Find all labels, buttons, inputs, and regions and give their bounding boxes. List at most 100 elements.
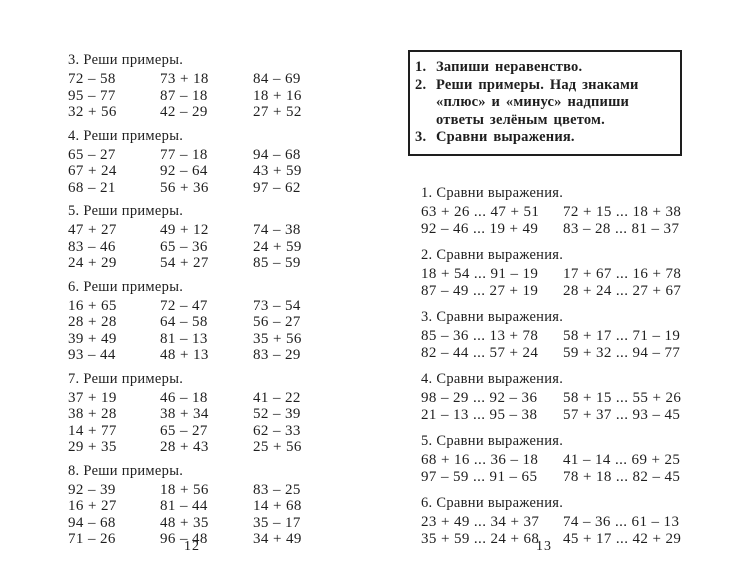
expression: 87 – 49 ... 27 + 19 xyxy=(421,282,539,299)
expression: 52 – 39 xyxy=(253,406,301,422)
exercise-section: 6. Сравни выражения. 23 + 49 ... 34 + 37 7… xyxy=(421,495,706,547)
exercise-title: 3. Сравни выражения. xyxy=(421,309,564,325)
exercise-title: 8. Реши примеры. xyxy=(68,462,184,479)
exercise-row: 16 + 27 81 – 44 14 + 68 xyxy=(68,498,340,515)
expression: 74 – 36 ... 61 – 13 xyxy=(563,514,680,530)
expression: 17 + 67 ... 16 + 78 xyxy=(563,266,682,282)
expression: 14 + 68 xyxy=(253,498,302,514)
exercise-row: 87 – 49 ... 27 + 19 28 + 24 ... 27 + 67 xyxy=(421,283,706,300)
expression: 63 + 26 ... 47 + 51 xyxy=(421,204,540,220)
expression: 42 – 29 xyxy=(160,104,208,120)
expression: 14 + 77 xyxy=(68,422,117,439)
exercise-row: 16 + 65 72 – 47 73 – 54 xyxy=(68,298,340,315)
expression: 81 – 44 xyxy=(160,498,208,514)
expression: 72 – 58 xyxy=(68,71,116,87)
expression: 54 + 27 xyxy=(160,255,209,271)
expression: 93 – 44 xyxy=(68,347,116,363)
right-page-content: 1. Сравни выражения. 63 + 26 ... 47 + 51 7… xyxy=(421,185,706,547)
expression: 29 + 35 xyxy=(68,439,117,455)
exercise-title: 4. Реши примеры. xyxy=(68,127,184,144)
expression: 46 – 18 xyxy=(160,389,208,406)
exercise-section: 6. Реши примеры. 16 + 65 72 – 47 73 – 54 28 … xyxy=(68,279,340,364)
instruction-text: Сравни выражения. xyxy=(436,129,575,145)
expression: 97 – 59 ... 91 – 65 xyxy=(421,468,538,485)
expression: 65 – 36 xyxy=(160,238,208,255)
exercise-section: 3. Сравни выражения. 85 – 36 ... 13 + 78 5… xyxy=(421,309,706,361)
expression: 92 – 46 ... 19 + 49 xyxy=(421,220,539,237)
exercise-row: 95 – 77 87 – 18 18 + 16 xyxy=(68,88,340,105)
expression: 49 + 12 xyxy=(160,222,209,238)
expression: 35 + 56 xyxy=(253,330,302,347)
expression: 56 + 36 xyxy=(160,179,209,196)
exercise-section: 8. Реши примеры. 92 – 39 18 + 56 83 – 25 16 … xyxy=(68,463,340,548)
expression: 94 – 68 xyxy=(253,146,301,163)
expression: 16 + 27 xyxy=(68,498,117,514)
page-number-left: 12 xyxy=(184,539,200,554)
exercise-row: 97 – 59 ... 91 – 65 78 + 18 ... 82 – 45 xyxy=(421,469,706,486)
expression: 58 + 17 ... 71 – 19 xyxy=(563,328,681,344)
instruction-item: 2. Реши примеры. Над знаками «плюс» и «ми… xyxy=(415,77,674,130)
expression: 84 – 69 xyxy=(253,71,301,87)
expression: 94 – 68 xyxy=(68,514,116,531)
expression: 62 – 33 xyxy=(253,422,301,439)
exercise-row: 35 + 59 ... 24 + 68 45 + 17 ... 42 + 29 xyxy=(421,531,706,548)
expression: 39 + 49 xyxy=(68,330,117,347)
exercise-row: 37 + 19 46 – 18 41 – 22 xyxy=(68,390,340,407)
expression: 47 + 27 xyxy=(68,222,117,238)
expression: 21 – 13 ... 95 – 38 xyxy=(421,406,538,423)
exercise-row: 68 + 16 ... 36 – 18 41 – 14 ... 69 + 25 xyxy=(421,452,706,469)
exercise-section: 7. Реши примеры. 37 + 19 46 – 18 41 – 22 38 … xyxy=(68,371,340,456)
expression: 67 + 24 xyxy=(68,163,117,179)
instruction-text: Запиши неравенство. xyxy=(436,59,583,75)
exercise-row: 29 + 35 28 + 43 25 + 56 xyxy=(68,439,340,456)
expression: 41 – 14 ... 69 + 25 xyxy=(563,452,681,468)
exercise-section: 5. Сравни выражения. 68 + 16 ... 36 – 18 4… xyxy=(421,433,706,485)
expression: 59 + 32 ... 94 – 77 xyxy=(563,344,681,361)
expression: 97 – 62 xyxy=(253,179,301,196)
exercise-row: 72 – 58 73 + 18 84 – 69 xyxy=(68,71,340,88)
instruction-item: 1. Запиши неравенство. xyxy=(415,59,674,77)
expression: 65 – 27 xyxy=(68,146,116,163)
exercise-row: 92 – 39 18 + 56 83 – 25 xyxy=(68,482,340,499)
exercise-row: 65 – 27 77 – 18 94 – 68 xyxy=(68,147,340,164)
expression: 92 – 64 xyxy=(160,163,208,179)
exercise-row: 39 + 49 81 – 13 35 + 56 xyxy=(68,331,340,348)
exercise-title: 1. Сравни выражения. xyxy=(421,185,564,201)
expression: 41 – 22 xyxy=(253,389,301,406)
expression: 16 + 65 xyxy=(68,297,117,314)
expression: 24 + 29 xyxy=(68,255,117,271)
exercise-section: 3. Реши примеры. 72 – 58 73 + 18 84 – 69 95 … xyxy=(68,52,340,121)
expression: 34 + 49 xyxy=(253,531,302,547)
expression: 96 – 48 xyxy=(160,531,208,547)
exercise-section: 2. Сравни выражения. 18 + 54 ... 91 – 19 1… xyxy=(421,247,706,299)
expression: 95 – 77 xyxy=(68,87,116,104)
exercise-row: 21 – 13 ... 95 – 38 57 + 37 ... 93 – 45 xyxy=(421,407,706,424)
exercise-title: 6. Реши примеры. xyxy=(68,278,184,295)
exercise-title: 4. Сравни выражения. xyxy=(421,371,564,387)
left-page-content: 3. Реши примеры. 72 – 58 73 + 18 84 – 69 95 … xyxy=(68,52,340,548)
expression: 72 – 47 xyxy=(160,297,208,314)
expression: 37 + 19 xyxy=(68,389,117,406)
expression: 18 + 56 xyxy=(160,481,209,498)
instruction-number: 2. xyxy=(415,76,427,93)
expression: 18 + 54 ... 91 – 19 xyxy=(421,266,539,282)
exercise-title: 6. Сравни выражения. xyxy=(421,495,564,511)
exercise-row: 68 – 21 56 + 36 97 – 62 xyxy=(68,180,340,197)
exercise-row: 98 – 29 ... 92 – 36 58 + 15 ... 55 + 26 xyxy=(421,390,706,407)
expression: 43 + 59 xyxy=(253,163,302,179)
exercise-row: 92 – 46 ... 19 + 49 83 – 28 ... 81 – 37 xyxy=(421,221,706,238)
expression: 48 + 13 xyxy=(160,347,209,363)
expression: 35 + 59 ... 24 + 68 xyxy=(421,530,540,547)
exercise-section: 4. Реши примеры. 65 – 27 77 – 18 94 – 68 67 … xyxy=(68,128,340,197)
exercise-row: 14 + 77 65 – 27 62 – 33 xyxy=(68,423,340,440)
expression: 85 – 36 ... 13 + 78 xyxy=(421,328,539,344)
expression: 74 – 38 xyxy=(253,222,301,238)
expression: 38 + 34 xyxy=(160,406,209,422)
expression: 85 – 59 xyxy=(253,255,301,271)
exercise-row: 38 + 28 38 + 34 52 – 39 xyxy=(68,406,340,423)
expression: 83 – 29 xyxy=(253,347,301,363)
expression: 92 – 39 xyxy=(68,481,116,498)
expression: 38 + 28 xyxy=(68,406,117,422)
expression: 68 + 16 ... 36 – 18 xyxy=(421,452,539,468)
